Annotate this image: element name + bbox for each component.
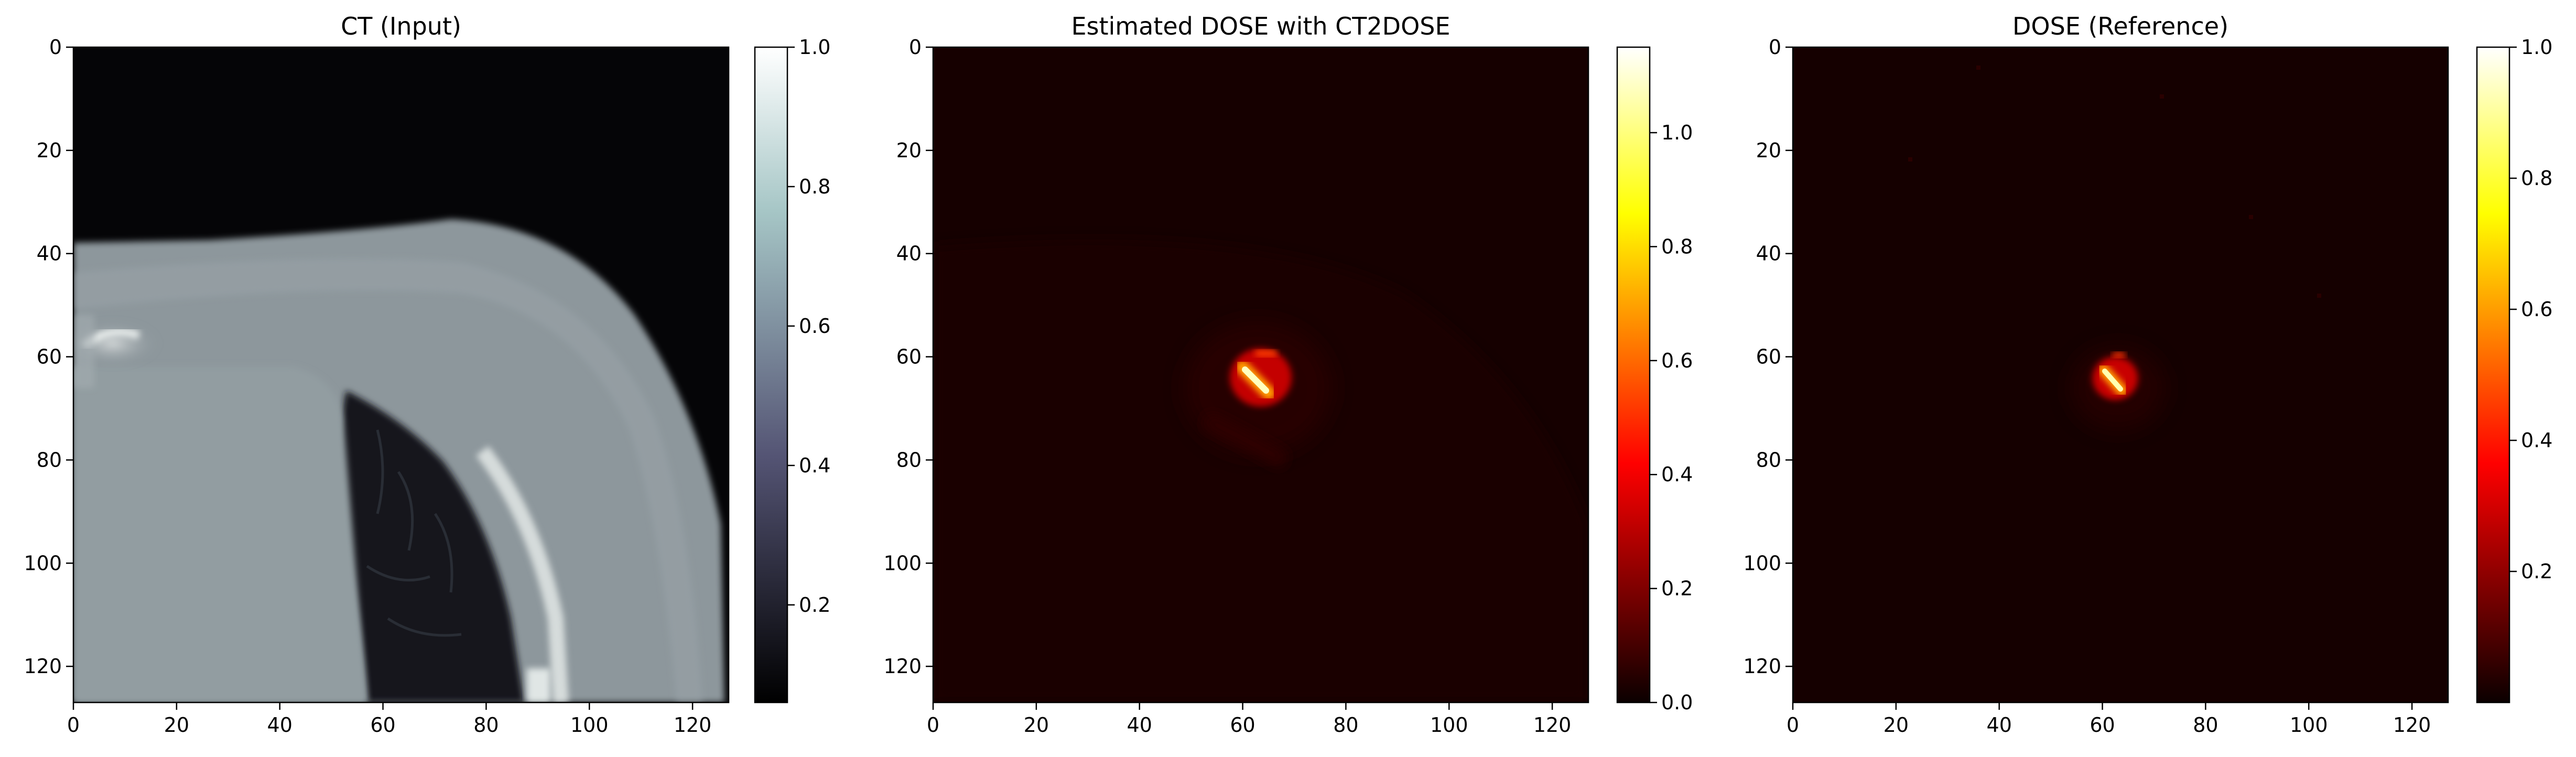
- x-tick-label: 20: [1884, 713, 1909, 737]
- y-tick-label: 20: [896, 139, 922, 162]
- ct-axes-frame: [72, 46, 730, 704]
- x-tick-label: 120: [674, 713, 712, 737]
- colorbar-tick-label: 0.8: [1661, 235, 1693, 258]
- ct-lung-texture: [366, 429, 462, 637]
- x-tick-label: 0: [1787, 713, 1799, 737]
- colorbar-tick-label: 1.0: [799, 36, 830, 59]
- x-tick-label: 40: [1987, 713, 2012, 737]
- colorbar-tick-label: 0.2: [799, 593, 830, 617]
- x-tick-label: 0: [67, 713, 80, 737]
- x-tick-label: 100: [2290, 713, 2328, 737]
- colorbar-tick-label: 0.4: [799, 454, 830, 477]
- x-tick-label: 120: [1533, 713, 1572, 737]
- y-tick-label: 120: [883, 655, 922, 678]
- y-tick-label: 80: [37, 448, 62, 471]
- x-tick-label: 120: [2393, 713, 2431, 737]
- y-tick-label: 20: [37, 139, 62, 162]
- ct-panel-title: CT (Input): [341, 12, 461, 40]
- x-tick-label: 100: [570, 713, 609, 737]
- y-tick-label: 0: [909, 36, 922, 59]
- x-tick-label: 100: [1430, 713, 1468, 737]
- y-tick-label: 40: [896, 242, 922, 265]
- reference-dose-axes-frame: [1792, 46, 2449, 704]
- y-tick-label: 120: [24, 655, 62, 678]
- y-tick-label: 100: [1743, 551, 1781, 575]
- estimated-dose-colorbar-ticks: 0.0 0.2 0.4 0.6 0.8 1.0: [1650, 121, 1693, 714]
- colorbar-tick-label: 0.6: [799, 315, 830, 338]
- colorbar-tick-label: 0.6: [2521, 298, 2552, 321]
- colorbar-tick-label: 0.4: [2521, 429, 2552, 452]
- estimated-dose-colorbar: [1616, 46, 1651, 704]
- y-tick-label: 20: [1756, 139, 1781, 162]
- colorbar-tick-label: 0.6: [1661, 349, 1693, 372]
- reference-dose-y-ticks: 0 20 40 60 80 100 120: [1743, 36, 1793, 678]
- colorbar-tick-label: 1.0: [2521, 36, 2552, 59]
- y-tick-label: 60: [1756, 345, 1781, 369]
- ct-x-ticks: 0 20 40 60 80 100 120: [67, 702, 711, 737]
- reference-dose-panel: DOSE (Reference) 0 20 40 60 80 100 120 0 20 40 60…: [1743, 12, 2552, 737]
- x-tick-label: 20: [1024, 713, 1049, 737]
- reference-dose-colorbar-ticks: 0.2 0.4 0.6 0.8 1.0: [2509, 36, 2552, 583]
- ct-colorbar: [754, 46, 788, 704]
- x-tick-label: 60: [1230, 713, 1255, 737]
- colorbar-tick-label: 0.2: [2521, 560, 2552, 583]
- x-tick-label: 0: [927, 713, 939, 737]
- estimated-dose-image: [933, 47, 1588, 702]
- reference-dose-image: [1793, 47, 2448, 702]
- reference-dose-x-ticks: 0 20 40 60 80 100 120: [1787, 702, 2431, 737]
- y-tick-label: 0: [49, 36, 62, 59]
- colorbar-tick-label: 0.8: [799, 175, 830, 198]
- x-tick-label: 60: [370, 713, 395, 737]
- ct-rib-bone: [476, 446, 569, 702]
- y-tick-label: 100: [24, 551, 62, 575]
- x-tick-label: 40: [1127, 713, 1152, 737]
- reference-dose-colorbar: [2476, 46, 2510, 704]
- x-tick-label: 60: [2090, 713, 2115, 737]
- ct-soft-tissue-region: [73, 367, 367, 702]
- y-tick-label: 100: [883, 551, 922, 575]
- colorbar-tick-label: 0.2: [1661, 577, 1693, 600]
- ct-panel: CT (Input): [24, 12, 830, 737]
- colorbar-tick-label: 0.4: [1661, 463, 1693, 486]
- ct-colorbar-ticks: 0.2 0.4 0.6 0.8 1.0: [787, 36, 830, 617]
- y-tick-label: 40: [1756, 242, 1781, 265]
- y-tick-label: 120: [1743, 655, 1781, 678]
- colorbar-tick-label: 0.8: [2521, 167, 2552, 190]
- y-tick-label: 60: [896, 345, 922, 369]
- y-tick-label: 0: [1769, 36, 1781, 59]
- reference-dose-title: DOSE (Reference): [2012, 12, 2228, 40]
- estimated-dose-panel: Estimated DOSE with CT2DOSE 0 20 40 60 80 100…: [883, 12, 1693, 737]
- y-tick-label: 40: [37, 242, 62, 265]
- x-tick-label: 80: [2193, 713, 2218, 737]
- x-tick-label: 20: [164, 713, 189, 737]
- estimated-dose-x-ticks: 0 20 40 60 80 100 120: [927, 702, 1571, 737]
- estimated-dose-title: Estimated DOSE with CT2DOSE: [1071, 12, 1450, 40]
- ct-y-ticks: 0 20 40 60 80 100 120: [24, 36, 73, 678]
- ct-image: [73, 47, 729, 702]
- x-tick-label: 40: [267, 713, 293, 737]
- y-tick-label: 80: [1756, 448, 1781, 471]
- x-tick-label: 80: [473, 713, 499, 737]
- estimated-dose-y-ticks: 0 20 40 60 80 100 120: [883, 36, 933, 678]
- colorbar-tick-label: 1.0: [1661, 121, 1693, 144]
- x-tick-label: 80: [1333, 713, 1358, 737]
- estimated-dose-axes-frame: [932, 46, 1589, 704]
- y-tick-label: 60: [37, 345, 62, 369]
- ct-lung-region: [338, 391, 524, 702]
- y-tick-label: 80: [896, 448, 922, 471]
- colorbar-tick-label: 0.0: [1661, 691, 1693, 714]
